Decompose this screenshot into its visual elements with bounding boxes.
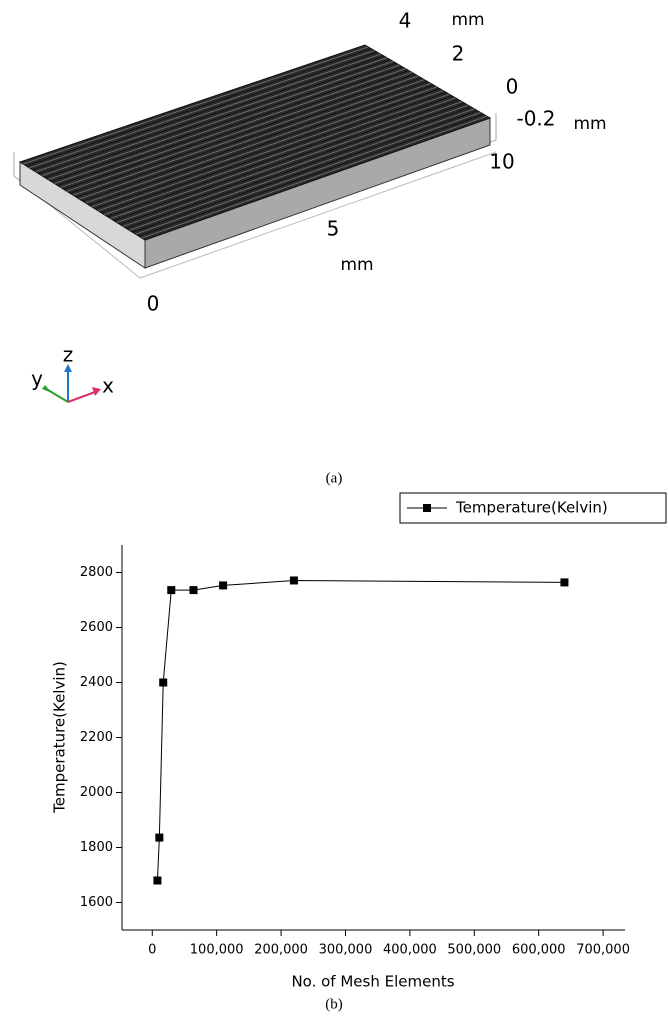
y-axis-label: Temperature(Kelvin) [51, 661, 69, 814]
triad-label: y [31, 367, 43, 391]
axis-3d-label: 2 [452, 42, 465, 66]
data-point [159, 679, 167, 687]
legend-label: Temperature(Kelvin) [455, 499, 608, 517]
series-line [157, 580, 564, 880]
y-tick-label: 2000 [80, 785, 113, 800]
x-tick-label: 600,000 [512, 943, 566, 958]
triad-label: z [63, 343, 74, 367]
x-tick-label: 500,000 [447, 943, 501, 958]
data-point [560, 578, 568, 586]
axis-3d-label: -0.2 [516, 107, 555, 131]
y-tick-label: 1600 [80, 895, 113, 910]
axis-3d-label: mm [451, 10, 484, 30]
axis-3d-label: 0 [147, 292, 160, 316]
x-tick-label: 700,000 [576, 943, 630, 958]
axis-3d-label: 5 [327, 217, 340, 241]
x-tick-label: 400,000 [383, 943, 437, 958]
data-point [219, 581, 227, 589]
axis-3d-label: 0 [506, 75, 519, 99]
legend-marker [423, 504, 431, 512]
data-point [167, 586, 175, 594]
axis-3d-label: mm [573, 114, 606, 134]
data-point [153, 877, 161, 885]
axis-triad [42, 364, 101, 402]
x-tick-label: 0 [148, 943, 156, 958]
x-axis-label: No. of Mesh Elements [291, 973, 454, 991]
axis-3d-label: 10 [489, 150, 514, 174]
caption: (b) [325, 996, 343, 1012]
y-tick-label: 2600 [80, 620, 113, 635]
y-tick-label: 1800 [80, 840, 113, 855]
y-tick-label: 2400 [80, 675, 113, 690]
axis-3d-label: mm [340, 255, 373, 275]
data-point [290, 576, 298, 584]
data-point [155, 834, 163, 842]
y-tick-label: 2800 [80, 565, 113, 580]
data-point [189, 586, 197, 594]
caption: (a) [326, 470, 343, 486]
triad-label: x [102, 374, 114, 398]
y-tick-label: 2200 [80, 730, 113, 745]
x-tick-label: 100,000 [190, 943, 244, 958]
x-tick-label: 200,000 [254, 943, 308, 958]
slab-render [14, 45, 496, 278]
axis-3d-label: 4 [399, 9, 412, 33]
x-tick-label: 300,000 [319, 943, 373, 958]
figure: 4 mm 2 0 -0.2 mm 10 5 mm 0 z y x (a) (b)… [0, 0, 668, 1017]
